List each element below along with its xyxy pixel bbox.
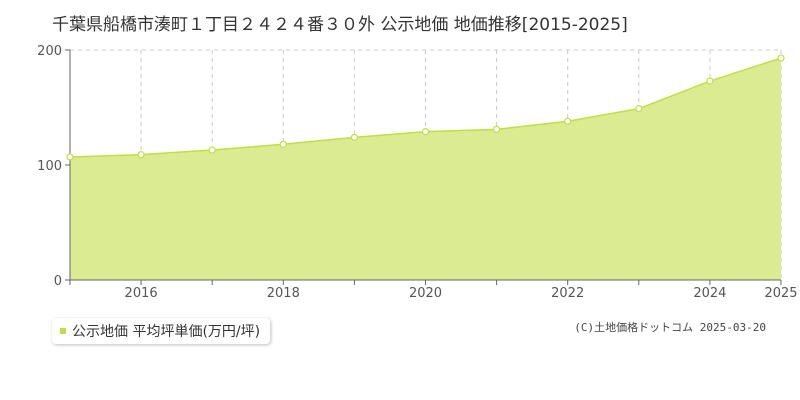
x-tick-label: 2025	[764, 286, 797, 301]
legend-label: 公示地価 平均坪単価(万円/坪)	[72, 324, 261, 340]
data-point	[493, 125, 501, 133]
x-tick-label: 2016	[125, 286, 158, 301]
data-point	[706, 77, 714, 85]
x-tick-label: 2018	[267, 286, 300, 301]
axis-layer	[65, 49, 782, 285]
data-point	[350, 133, 358, 141]
legend: 公示地価 平均坪単価(万円/坪)	[52, 318, 271, 344]
y-tick-label: 0	[54, 274, 62, 289]
data-point	[635, 105, 643, 113]
x-tick-label: 2024	[693, 286, 726, 301]
data-point	[421, 128, 430, 136]
area-fill	[70, 58, 781, 280]
data-point	[777, 54, 785, 62]
x-tick-label: 2020	[409, 286, 442, 301]
data-point	[564, 117, 572, 125]
x-tick-label: 2022	[551, 286, 584, 301]
chart-title: 千葉県船橋市湊町１丁目２４２４番３０外 公示地価 地価推移[2015-2025]	[52, 15, 628, 35]
data-point	[279, 140, 287, 148]
y-tick-label: 100	[37, 159, 62, 174]
legend-swatch	[60, 328, 66, 334]
data-point	[66, 153, 74, 161]
copyright-note: (C)土地価格ドットコム 2025-03-20	[574, 321, 766, 334]
label-layer: 0 100 200 2016 2018 2020 2022 2024 2025	[37, 44, 797, 301]
data-point	[137, 151, 145, 159]
y-tick-label: 200	[37, 44, 62, 59]
data-point	[208, 146, 216, 154]
point-layer	[66, 54, 785, 161]
